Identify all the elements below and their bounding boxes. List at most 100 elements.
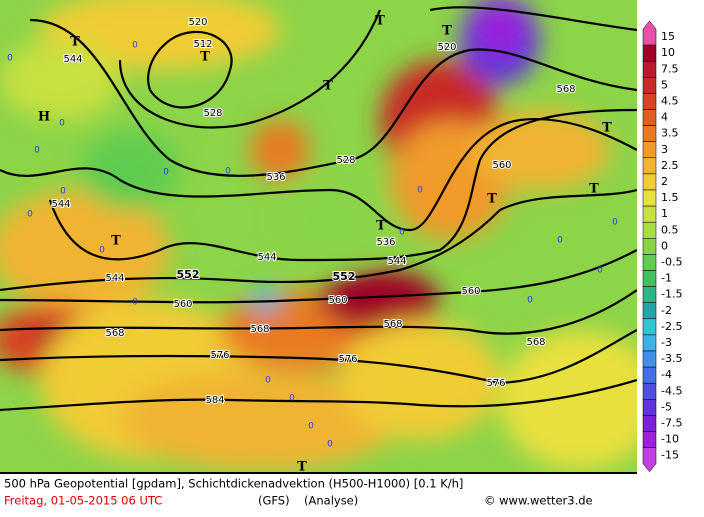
zero-label: 0 [99, 246, 105, 256]
contour-label: 520 [437, 42, 456, 53]
colorbar-swatch [642, 334, 657, 352]
map-area: 512 520 520 544 528 528 536 544 536 544 544 544 552 5… [0, 0, 637, 475]
contour-label: 528 [336, 155, 355, 166]
contour-label: 576 [338, 354, 357, 365]
colorbar-label: -1.5 [661, 288, 682, 301]
contour-label: 568 [556, 84, 575, 95]
zero-label: 0 [308, 422, 314, 432]
geopotential-isolines [0, 6, 637, 412]
contour-label: 544 [105, 273, 124, 284]
colorbar-swatch [642, 254, 657, 271]
colorbar: 15 10 7.5 5 4.5 4 3.5 3 2.5 2 1.5 1 0.5 0 -0.5 -1 -1.5 -2… [642, 20, 682, 473]
colorbar-swatch [642, 221, 657, 239]
contour-label: 552 [177, 268, 200, 281]
contour-label: 576 [210, 350, 229, 361]
colorbar-swatch [642, 109, 657, 126]
pressure-center: T [442, 24, 452, 39]
colorbar-label: 4 [661, 111, 668, 124]
pressure-center: T [70, 35, 80, 50]
zero-label: 0 [265, 376, 271, 386]
colorbar-label: -7.5 [661, 416, 682, 429]
colorbar-label: 0.5 [661, 223, 679, 236]
colorbar-swatch [642, 44, 657, 62]
colorbar-swatch [642, 173, 657, 191]
colorbar-label: -3 [661, 336, 672, 349]
pressure-center: T [376, 219, 386, 234]
colorbar-label: 2 [661, 175, 668, 188]
colorbar-label: 4.5 [661, 94, 679, 107]
contour-label: 576 [486, 378, 505, 389]
colorbar-swatch [642, 93, 657, 110]
colorbar-label: 7.5 [661, 62, 679, 75]
colorbar-label: -1 [661, 272, 672, 285]
colorbar-swatch [642, 60, 657, 78]
colorbar-label: 15 [661, 30, 675, 43]
zero-label: 0 [27, 210, 33, 220]
map-border [0, 472, 637, 474]
zero-label: 0 [327, 440, 333, 450]
contour-label: 560 [461, 286, 480, 297]
zero-label: 0 [163, 168, 169, 178]
colorbar-swatch [642, 382, 657, 400]
zero-label: 0 [60, 187, 66, 197]
colorbar-swatch [642, 189, 657, 207]
colorbar-swatch [642, 238, 657, 255]
footer-title: 500 hPa Geopotential [gpdam], Schichtdic… [4, 477, 463, 491]
contour-label: 528 [203, 108, 222, 119]
zero-label: 0 [132, 298, 138, 308]
contour-label: 536 [376, 237, 395, 248]
pressure-center: T [589, 182, 599, 197]
colorbar-label: -3.5 [661, 352, 682, 365]
zero-label: 0 [59, 119, 65, 129]
zero-label: 0 [132, 41, 138, 51]
map-labels: 512 520 520 544 528 528 536 544 536 544 544 544 552 5… [7, 14, 618, 475]
colorbar-label: -4.5 [661, 384, 682, 397]
colorbar-label: 3 [661, 143, 668, 156]
colorbar-label: 2.5 [661, 159, 679, 172]
contour-label: 568 [250, 324, 269, 335]
colorbar-label: 3.5 [661, 127, 679, 140]
zero-label: 0 [527, 296, 533, 306]
contour-label: 544 [387, 256, 406, 267]
zero-label: 0 [557, 236, 563, 246]
pressure-center: H [38, 110, 50, 125]
colorbar-label: 1.5 [661, 191, 679, 204]
pressure-center: T [111, 234, 121, 249]
pressure-center: T [487, 192, 497, 207]
pressure-center: T [297, 460, 307, 475]
colorbar-swatch [642, 366, 657, 384]
footer-credit: © www.wetter3.de [484, 494, 593, 508]
pressure-center: T [375, 14, 385, 29]
contour-label: 520 [188, 17, 207, 28]
zero-label: 0 [597, 266, 603, 276]
contour-label: 568 [383, 319, 402, 330]
colorbar-arrow [642, 20, 657, 46]
colorbar-label: -5 [661, 400, 672, 413]
contour-label: 536 [266, 172, 285, 183]
contour-label: 544 [63, 54, 82, 65]
colorbar-swatch [642, 302, 657, 320]
zero-label: 0 [417, 186, 423, 196]
colorbar-swatch [642, 157, 657, 175]
contour-label: 560 [328, 295, 347, 306]
contour-label: 552 [333, 270, 356, 283]
contour-label: 544 [257, 252, 276, 263]
colorbar-swatch [642, 286, 657, 303]
contour-label: 568 [526, 337, 545, 348]
colorbar-label: 0 [661, 239, 668, 252]
footer-analysis: (Analyse) [304, 494, 358, 508]
colorbar-label: -4 [661, 368, 672, 381]
contour-label: 584 [205, 395, 224, 406]
colorbar-swatch [642, 350, 657, 368]
colorbar-swatch [642, 415, 657, 432]
zero-label: 0 [612, 218, 618, 228]
colorbar-swatch [642, 205, 657, 223]
colorbar-label: -0.5 [661, 255, 682, 268]
colorbar-label: 1 [661, 207, 668, 220]
colorbar-swatch [642, 141, 657, 159]
zero-label: 0 [289, 394, 295, 404]
contour-label: 544 [51, 199, 70, 210]
contour-label: 512 [193, 39, 212, 50]
footer-date: Freitag, 01-05-2015 06 UTC [4, 494, 162, 508]
